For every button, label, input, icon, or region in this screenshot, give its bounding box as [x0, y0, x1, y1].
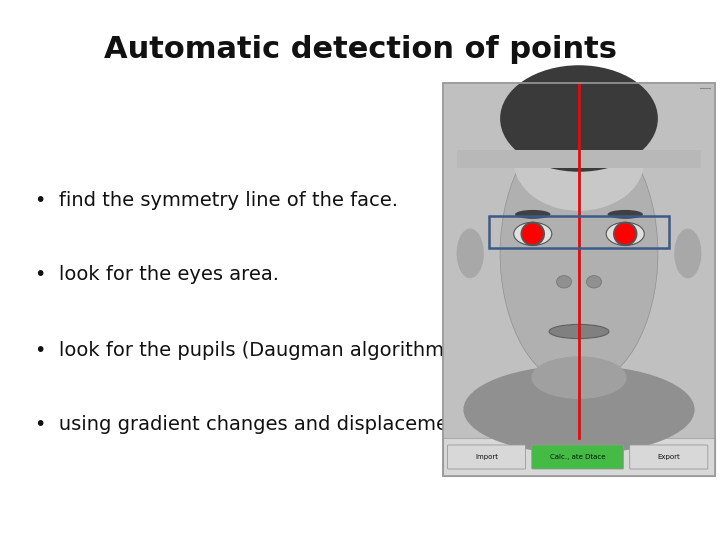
- Ellipse shape: [500, 65, 658, 172]
- Bar: [443, 83, 715, 438]
- Circle shape: [613, 221, 637, 246]
- Text: •  look for the pupils (Daugman algorithm ).: • look for the pupils (Daugman algorithm…: [35, 341, 464, 360]
- Text: Export: Export: [657, 454, 680, 460]
- Ellipse shape: [456, 228, 484, 278]
- Ellipse shape: [549, 325, 609, 339]
- Ellipse shape: [557, 275, 572, 288]
- Ellipse shape: [464, 365, 695, 454]
- Text: •  using gradient changes and displacement.: • using gradient changes and displacemen…: [35, 415, 474, 435]
- Ellipse shape: [531, 356, 626, 399]
- Circle shape: [523, 224, 543, 244]
- Ellipse shape: [514, 111, 644, 211]
- Text: •  find the symmetry line of the face.: • find the symmetry line of the face.: [35, 191, 398, 210]
- Text: Automatic detection of points: Automatic detection of points: [104, 35, 616, 64]
- Text: Import: Import: [475, 454, 498, 460]
- Ellipse shape: [608, 210, 643, 219]
- Bar: [443, 438, 715, 476]
- Bar: [490, 216, 669, 248]
- Ellipse shape: [587, 275, 601, 288]
- FancyBboxPatch shape: [630, 445, 708, 469]
- Ellipse shape: [606, 222, 644, 245]
- FancyBboxPatch shape: [532, 445, 624, 469]
- Ellipse shape: [515, 210, 550, 219]
- Circle shape: [521, 221, 545, 246]
- Ellipse shape: [500, 120, 658, 387]
- FancyBboxPatch shape: [447, 445, 526, 469]
- Bar: [552, 381, 606, 435]
- Bar: [456, 151, 701, 168]
- Text: Calc., ate Dtace: Calc., ate Dtace: [550, 454, 606, 460]
- Bar: [443, 83, 715, 476]
- Ellipse shape: [674, 228, 701, 278]
- Circle shape: [615, 224, 636, 244]
- Bar: [443, 83, 715, 476]
- Text: •  look for the eyes area.: • look for the eyes area.: [35, 266, 279, 285]
- Ellipse shape: [514, 222, 552, 245]
